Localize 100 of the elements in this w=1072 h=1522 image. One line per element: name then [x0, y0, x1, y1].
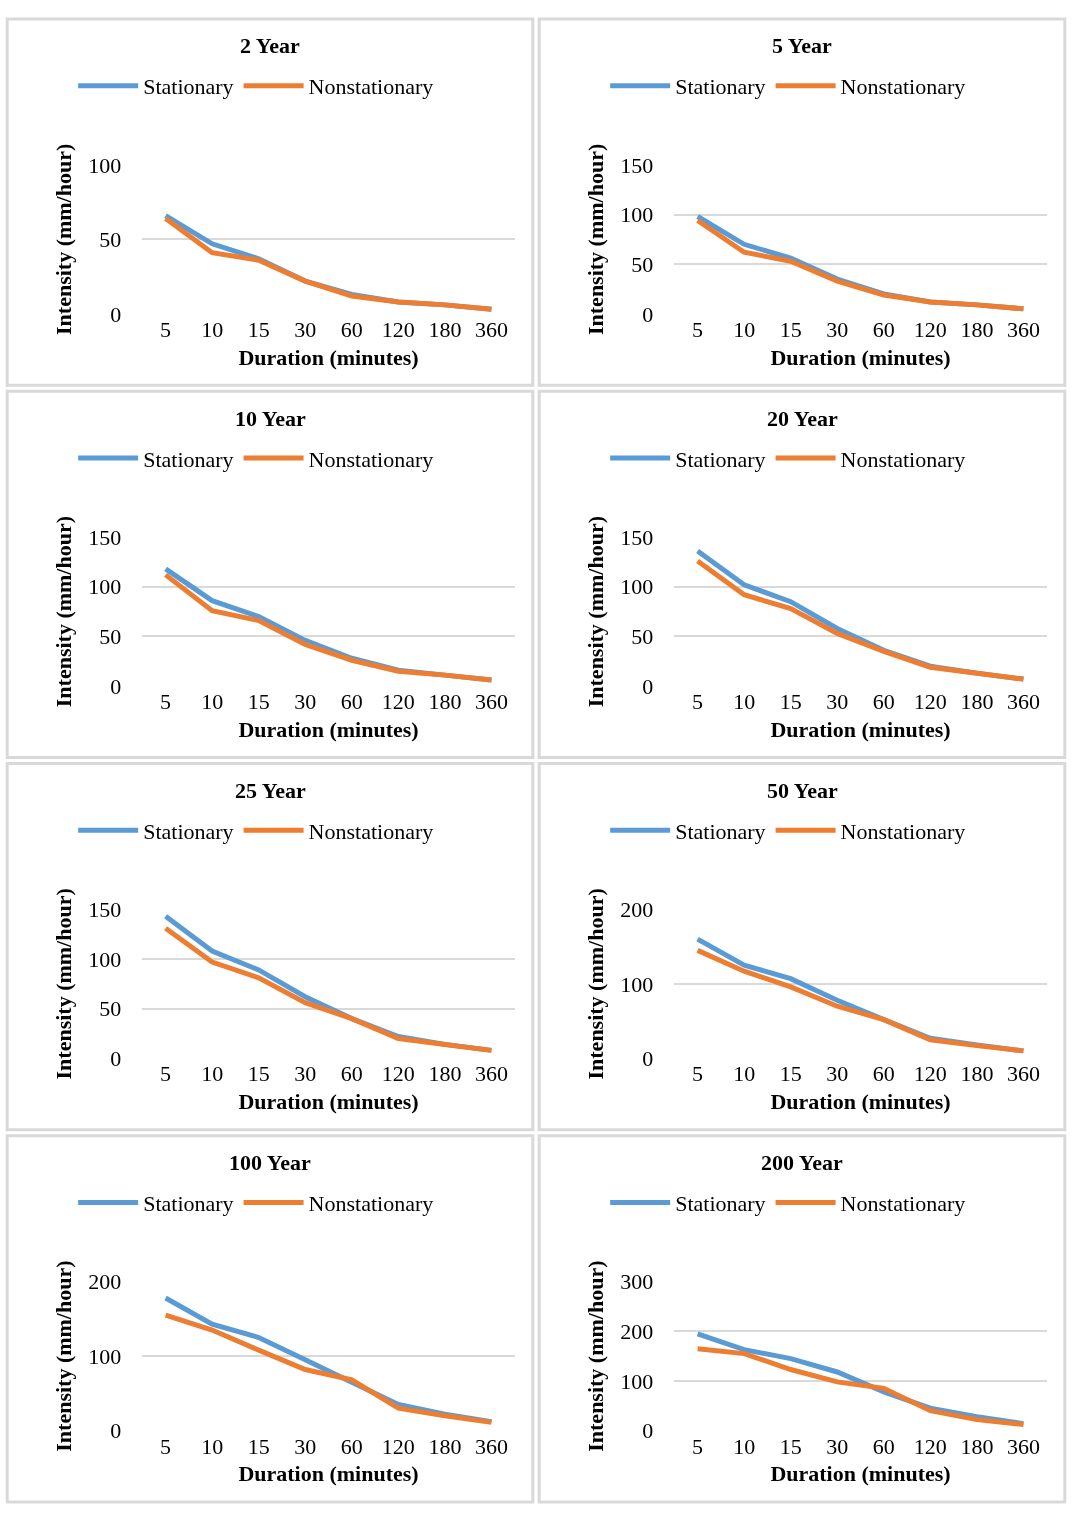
y-tick-label: 50 [99, 227, 122, 253]
y-tick-label: 0 [110, 1046, 122, 1071]
x-axis-title: Duration (minutes) [770, 1461, 951, 1487]
legend-label: Nonstationary [840, 1191, 966, 1217]
y-tick-label: 0 [642, 673, 654, 699]
legend-label: Nonstationary [308, 818, 434, 844]
y-tick-label: 150 [88, 897, 122, 923]
x-tick-label: 60 [872, 1433, 895, 1459]
x-tick-label: 15 [247, 1433, 270, 1459]
y-tick-label: 200 [620, 897, 654, 923]
x-axis-title: Duration (minutes) [770, 716, 951, 742]
chart-title: 20 Year [767, 406, 838, 431]
y-tick-label: 0 [642, 1046, 654, 1071]
x-tick-label: 60 [340, 1061, 363, 1087]
x-tick-label: 360 [474, 316, 508, 342]
x-tick-label: 30 [826, 316, 849, 342]
y-tick-label: 0 [642, 301, 654, 327]
x-tick-label: 10 [201, 316, 224, 342]
x-tick-label: 10 [733, 689, 756, 715]
x-tick-label: 30 [294, 689, 317, 715]
x-axis-title: Duration (minutes) [238, 344, 419, 370]
chart-title: 2 Year [240, 33, 300, 58]
x-tick-label: 180 [428, 1433, 462, 1459]
y-axis-title: Intensity (mm/hour) [583, 888, 609, 1080]
y-tick-label: 0 [110, 301, 122, 327]
x-tick-label: 10 [733, 1433, 756, 1459]
y-tick-label: 100 [620, 971, 654, 997]
x-tick-label: 10 [733, 1061, 756, 1087]
y-tick-label: 0 [642, 1418, 654, 1444]
x-tick-label: 5 [692, 1433, 704, 1459]
x-tick-label: 180 [960, 316, 994, 342]
x-tick-label: 5 [160, 1061, 172, 1087]
y-tick-label: 150 [88, 524, 122, 550]
y-tick-label: 0 [110, 1418, 122, 1444]
legend-label: Stationary [675, 446, 766, 472]
x-tick-label: 15 [779, 1433, 802, 1459]
chart-title: 25 Year [235, 778, 306, 803]
y-tick-label: 0 [110, 673, 122, 699]
y-tick-label: 100 [88, 152, 122, 178]
x-tick-label: 5 [692, 689, 704, 715]
y-tick-label: 50 [99, 624, 122, 650]
x-tick-label: 5 [160, 316, 172, 342]
x-tick-label: 180 [428, 316, 462, 342]
legend-label: Nonstationary [840, 74, 966, 100]
x-tick-label: 120 [381, 1061, 415, 1087]
legend-label: Stationary [675, 1191, 766, 1217]
x-tick-label: 15 [247, 1061, 270, 1087]
y-tick-label: 100 [620, 202, 654, 228]
legend-label: Nonstationary [840, 446, 966, 472]
y-axis-title: Intensity (mm/hour) [51, 515, 77, 708]
x-tick-label: 120 [913, 689, 947, 715]
y-tick-label: 50 [631, 624, 654, 650]
x-tick-label: 10 [201, 689, 224, 715]
x-tick-label: 15 [247, 316, 270, 342]
x-tick-label: 30 [294, 1061, 317, 1087]
x-tick-label: 60 [340, 689, 363, 715]
x-tick-label: 120 [913, 1061, 947, 1087]
y-tick-label: 100 [620, 574, 654, 600]
x-axis-title: Duration (minutes) [238, 1461, 419, 1487]
legend-label: Nonstationary [308, 74, 434, 100]
chart-title: 100 Year [229, 1150, 311, 1175]
chart-title: 50 Year [767, 778, 838, 803]
y-tick-label: 150 [620, 152, 654, 178]
y-tick-label: 150 [620, 524, 654, 550]
x-tick-label: 60 [872, 316, 895, 342]
x-tick-label: 5 [692, 316, 704, 342]
x-tick-label: 360 [1006, 1433, 1040, 1459]
x-tick-label: 360 [474, 689, 508, 715]
y-tick-label: 50 [99, 996, 122, 1022]
legend-label: Stationary [143, 1191, 234, 1217]
legend-label: Stationary [675, 818, 766, 844]
y-axis-title: Intensity (mm/hour) [583, 143, 609, 335]
x-tick-label: 10 [201, 1061, 224, 1087]
y-tick-label: 50 [631, 251, 654, 277]
x-tick-label: 360 [1006, 316, 1040, 342]
y-axis-title: Intensity (mm/hour) [51, 888, 77, 1080]
x-tick-label: 30 [826, 1061, 849, 1087]
x-tick-label: 15 [779, 689, 802, 715]
y-tick-label: 200 [88, 1269, 122, 1295]
x-tick-label: 360 [1006, 1061, 1040, 1087]
x-tick-label: 360 [1006, 689, 1040, 715]
legend-label: Nonstationary [840, 818, 966, 844]
y-axis-title: Intensity (mm/hour) [583, 515, 609, 708]
legend-label: Nonstationary [308, 1191, 434, 1217]
x-tick-label: 180 [428, 1061, 462, 1087]
y-axis-title: Intensity (mm/hour) [51, 1260, 77, 1452]
x-tick-label: 5 [160, 1433, 172, 1459]
x-tick-label: 180 [960, 1433, 994, 1459]
x-tick-label: 5 [160, 689, 172, 715]
x-tick-label: 120 [381, 1433, 415, 1459]
x-tick-label: 60 [340, 316, 363, 342]
y-axis-title: Intensity (mm/hour) [583, 1260, 609, 1452]
y-tick-label: 200 [620, 1318, 654, 1344]
x-axis-title: Duration (minutes) [238, 1089, 419, 1115]
x-tick-label: 360 [474, 1061, 508, 1087]
legend-label: Stationary [143, 818, 234, 844]
chart-title: 5 Year [772, 33, 832, 58]
x-tick-label: 15 [247, 689, 270, 715]
x-tick-label: 60 [872, 689, 895, 715]
y-tick-label: 100 [620, 1368, 654, 1394]
